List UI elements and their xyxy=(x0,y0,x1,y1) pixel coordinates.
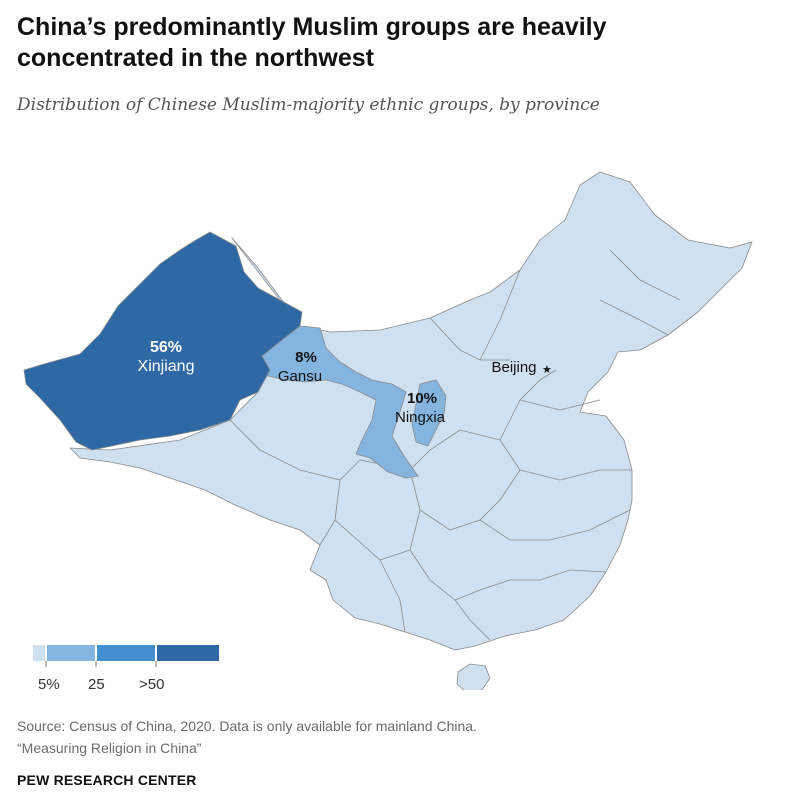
region-ningxia xyxy=(411,379,447,447)
brand-logo-text: PEW RESEARCH CENTER xyxy=(17,772,197,788)
capital-label: Beijing xyxy=(491,359,536,376)
legend-swatch-2 xyxy=(97,645,155,661)
source-note: Source: Census of China, 2020. Data is o… xyxy=(17,715,477,759)
source-line-2: “Measuring Religion in China” xyxy=(17,740,202,756)
legend-swatch-0 xyxy=(33,645,45,661)
gansu-value: 8% xyxy=(295,349,317,366)
legend-tick-5: 5% xyxy=(38,676,60,693)
ningxia-label: Ningxia xyxy=(395,409,446,426)
xinjiang-value: 56% xyxy=(150,339,182,356)
star-icon: ★ xyxy=(542,363,552,376)
legend-swatch-1 xyxy=(47,645,95,661)
region-gansu xyxy=(261,325,419,479)
source-line-1: Source: Census of China, 2020. Data is o… xyxy=(17,718,477,734)
color-legend: 5% 25 >50 xyxy=(33,645,219,693)
region-hainan xyxy=(456,663,491,690)
legend-tick-50: >50 xyxy=(139,676,164,693)
page-title: China’s predominantly Muslim groups are … xyxy=(17,13,607,72)
xinjiang-label: Xinjiang xyxy=(138,358,195,375)
page-subtitle: Distribution of Chinese Muslim-majority … xyxy=(17,95,600,115)
ningxia-value: 10% xyxy=(407,390,437,407)
gansu-label: Gansu xyxy=(278,368,322,385)
legend-swatch-3 xyxy=(157,645,219,661)
province-borders xyxy=(229,249,681,641)
china-choropleth-map: 56% Xinjiang 8% Gansu 10% Ningxia Beijin… xyxy=(23,171,753,690)
region-xinjiang xyxy=(23,231,303,451)
region-rest-of-china xyxy=(69,171,753,651)
legend-tick-25: 25 xyxy=(88,676,105,693)
